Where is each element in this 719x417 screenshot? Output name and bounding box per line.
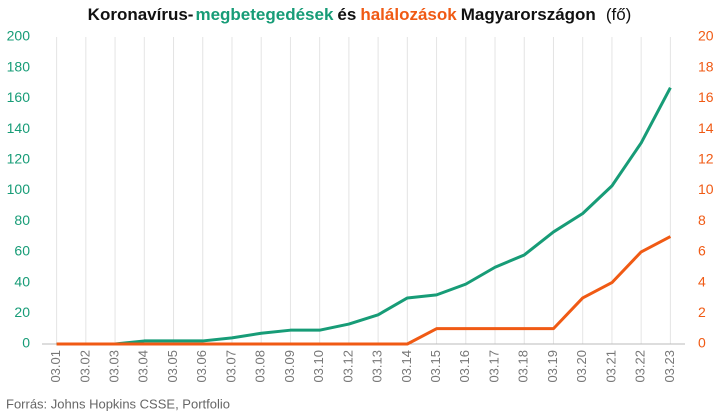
x-tick-label: 03.16 [457, 350, 472, 383]
y2-tick-label: 4 [698, 273, 706, 289]
y-tick-label: 160 [7, 89, 31, 105]
chart-title: Koronavírus-megbetegedések és halálozások M… [0, 5, 719, 25]
y-tick-label: 40 [14, 273, 30, 289]
y2-tick-label: 18 [698, 58, 714, 74]
title-part: és [337, 5, 357, 24]
y2-tick-label: 0 [698, 335, 706, 351]
y-tick-label: 20 [14, 304, 30, 320]
y2-tick-label: 10 [698, 181, 714, 197]
title-part: (fő) [605, 5, 632, 24]
title-part: megbetegedések [195, 5, 334, 24]
source: Forrás: Johns Hopkins CSSE, Portfolio [6, 396, 230, 411]
x-tick-label: 03.15 [428, 350, 443, 383]
y-tick-label: 100 [7, 181, 31, 197]
y2-tick-label: 20 [698, 28, 714, 44]
title-part: Magyarországon [460, 5, 596, 24]
x-tick-label: 03.07 [223, 350, 238, 383]
x-tick-label: 03.03 [107, 350, 122, 383]
y-tick-label: 140 [7, 120, 31, 136]
series-line [56, 235, 672, 346]
x-tick-label: 03.01 [48, 350, 63, 383]
series-line [56, 86, 672, 346]
x-tick-label: 03.18 [516, 350, 531, 383]
y-tick-label: 200 [7, 28, 31, 44]
y-tick-label: 180 [7, 58, 31, 74]
x-tick-label: 03.09 [282, 350, 297, 383]
x-tick-label: 03.19 [545, 350, 560, 383]
y2-tick-label: 6 [698, 243, 706, 259]
x-tick-label: 03.04 [136, 350, 151, 383]
y-tick-label: 60 [14, 243, 30, 259]
x-tick-label: 03.23 [662, 350, 677, 383]
x-tick-label: 03.06 [194, 350, 209, 383]
x-tick-label: 03.21 [603, 350, 618, 383]
y2-tick-label: 16 [698, 89, 714, 105]
title-part: halálozások [360, 5, 457, 24]
x-tick-label: 03.14 [399, 350, 414, 383]
x-tick-label: 03.10 [311, 350, 326, 383]
y-tick-label: 120 [7, 151, 31, 167]
x-tick-label: 03.17 [486, 350, 501, 383]
x-tick-label: 03.05 [165, 350, 180, 383]
y2-tick-label: 2 [698, 304, 706, 320]
y2-tick-label: 14 [698, 120, 714, 136]
x-tick-label: 03.20 [574, 350, 589, 383]
title-part: Koronavírus- [87, 5, 194, 24]
x-tick-label: 03.22 [633, 350, 648, 383]
x-tick-label: 03.13 [370, 350, 385, 383]
y-tick-label: 0 [22, 335, 30, 351]
y-tick-label: 80 [14, 212, 30, 228]
x-tick-label: 03.08 [253, 350, 268, 383]
y2-tick-label: 8 [698, 212, 706, 228]
x-tick-label: 03.12 [340, 350, 355, 383]
x-tick-label: 03.02 [77, 350, 92, 383]
y2-tick-label: 12 [698, 151, 714, 167]
